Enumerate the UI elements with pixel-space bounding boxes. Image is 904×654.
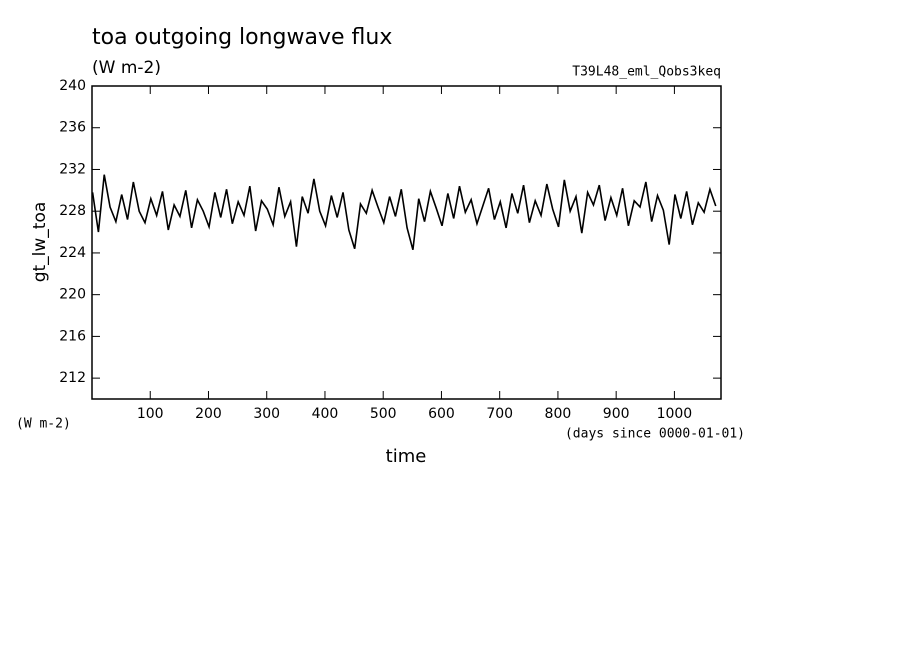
x-tick-label: 300 [253, 406, 280, 422]
y-tick-label: 224 [59, 245, 86, 261]
plot-frame [91, 85, 722, 400]
chart-title: toa outgoing longwave flux [92, 25, 392, 50]
y-tick-label: 236 [59, 120, 86, 136]
y-unit: (W m-2) [16, 417, 71, 432]
x-tick-label: 900 [603, 406, 630, 422]
x-tick-label: 1000 [657, 406, 693, 422]
x-tick-label: 700 [486, 406, 513, 422]
x-tick-label: 200 [195, 406, 222, 422]
y-tick-label: 220 [59, 287, 86, 303]
y-tick-label: 228 [59, 203, 86, 219]
y-tick-label: 232 [59, 161, 86, 177]
run-label: T39L48_eml_Qobs3keq [572, 65, 721, 80]
y-tick-label: 212 [59, 370, 86, 386]
x-tick-label: 800 [545, 406, 572, 422]
x-tick-label: 600 [428, 406, 455, 422]
chart-subtitle: (W m-2) [92, 58, 161, 78]
x-unit: (days since 0000-01-01) [565, 427, 745, 442]
x-tick-label: 400 [312, 406, 339, 422]
y-tick-label: 216 [59, 328, 86, 344]
x-tick-label: 100 [137, 406, 164, 422]
x-tick-label: 500 [370, 406, 397, 422]
x-axis-label: time [386, 446, 427, 467]
y-axis-label: gt_lw_toa [30, 202, 50, 283]
data-line [91, 174, 717, 251]
y-tick-label: 240 [59, 78, 86, 94]
